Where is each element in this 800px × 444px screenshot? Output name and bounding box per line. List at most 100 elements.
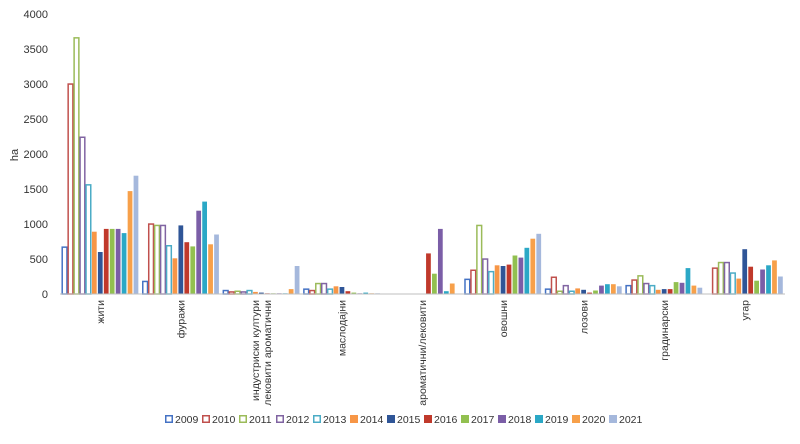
bar-2020-2 [208, 244, 213, 294]
bars [61, 37, 783, 295]
legend-item-2017: 2017 [461, 414, 495, 426]
bar-2019-2 [202, 201, 207, 294]
legend-label: 2020 [582, 414, 606, 426]
legend-swatch [350, 415, 358, 423]
bar-2011-2 [153, 224, 161, 295]
legend-item-2020: 2020 [572, 414, 606, 426]
legend-label: 2009 [175, 414, 199, 426]
bar-2012-9 [723, 261, 730, 295]
bar-2020-1 [127, 191, 133, 294]
bar-2018-8 [679, 282, 685, 294]
legend-label: 2015 [397, 414, 421, 426]
bar-2012-6 [482, 258, 489, 295]
y-tick-label: 2500 [24, 114, 48, 126]
bar-2016-5 [426, 253, 431, 294]
legend-swatch [313, 415, 321, 423]
bar-2019-4 [363, 292, 369, 294]
legend-item-2009: 2009 [165, 414, 199, 426]
bar-2016-8 [667, 289, 673, 294]
legend-item-2021: 2021 [609, 414, 643, 426]
bar-2012-7 [562, 284, 569, 295]
bar-2015-2 [178, 225, 184, 294]
legend-label: 2012 [286, 414, 310, 426]
bar-2016-2 [184, 242, 190, 294]
legend-label: 2018 [508, 414, 532, 426]
bar-2015-8 [661, 289, 667, 294]
legend-swatch [572, 415, 580, 423]
bar-2014-8 [655, 289, 661, 294]
legend-swatch [498, 415, 506, 423]
bar-2009-6 [464, 278, 471, 295]
bar-2019-1 [121, 233, 127, 294]
bar-2010-9 [711, 267, 719, 295]
bar-2009-7 [544, 288, 552, 295]
bar-2017-4 [351, 292, 357, 294]
legend-label: 2016 [434, 414, 458, 426]
x-category-label: ароматични/лековити [417, 300, 429, 406]
legend-item-2018: 2018 [498, 414, 532, 426]
bar-2016-4 [345, 291, 351, 294]
bar-2014-6 [494, 265, 500, 294]
bar-2015-3 [259, 292, 264, 294]
bar-2020-7 [610, 284, 616, 294]
bar-2018-2 [196, 210, 202, 294]
legend-item-2013: 2013 [313, 414, 347, 426]
bar-2011-6 [476, 224, 483, 295]
x-category-label: индустриски културилековити ароматични [250, 300, 274, 406]
bar-2013-4 [326, 288, 334, 295]
bar-2010-4 [309, 289, 316, 295]
bar-2015-4 [339, 287, 345, 294]
bar-2017-5 [432, 273, 437, 294]
bar-2018-1 [115, 228, 121, 294]
legend-swatch [535, 415, 543, 423]
bar-2018-7 [599, 285, 604, 294]
bar-2009-4 [303, 288, 310, 295]
legend-swatch [165, 415, 173, 423]
bar-2009-2 [142, 280, 149, 295]
x-category-label: лозови [578, 300, 590, 334]
bar-2017-7 [593, 290, 598, 294]
bar-2011-1 [73, 37, 80, 295]
bar-2014-2 [172, 258, 178, 294]
legend-item-2010: 2010 [202, 414, 236, 426]
bar-2014-1 [91, 231, 97, 294]
bar-2014-4 [333, 286, 339, 294]
bar-2020-9 [772, 260, 777, 294]
bar-2021-6 [536, 233, 542, 294]
bar-2012-1 [79, 136, 86, 295]
bar-2018-9 [760, 269, 765, 294]
legend-label: 2019 [545, 414, 569, 426]
bar-2021-7 [616, 286, 622, 294]
x-axis-labels: жити фуражи индустриски културилековити ар… [95, 300, 751, 406]
legend-label: 2014 [360, 414, 384, 426]
bar-2019-5 [443, 291, 449, 294]
bar-2015-7 [581, 289, 586, 294]
x-category-label: жити [95, 300, 107, 324]
bar-2014-9 [736, 278, 742, 294]
bar-2019-9 [766, 265, 771, 294]
bar-2013-8 [649, 284, 656, 295]
bar-2014-3 [253, 291, 258, 294]
x-category-label: градинарски [659, 300, 671, 361]
y-tick-label: 3000 [24, 79, 48, 91]
bar-2018-5 [437, 228, 443, 294]
bar-2021-3 [294, 266, 300, 294]
bar-2015-1 [97, 252, 103, 294]
legend-item-2015: 2015 [387, 414, 421, 426]
bar-2010-8 [631, 279, 638, 295]
y-tick-label: 1500 [24, 184, 48, 196]
bar-2018-6 [518, 257, 524, 294]
bar-2019-7 [605, 284, 610, 294]
legend-label: 2013 [323, 414, 347, 426]
legend-item-2019: 2019 [535, 414, 569, 426]
legend-item-2014: 2014 [350, 414, 384, 426]
legend-label: 2010 [212, 414, 236, 426]
bar-2017-2 [190, 246, 196, 294]
legend-swatch [239, 415, 247, 423]
bar-2021-2 [214, 234, 219, 294]
legend-item-2016: 2016 [424, 414, 458, 426]
bar-2013-3 [246, 289, 253, 295]
bar-2012-2 [159, 224, 167, 295]
bar-2021-8 [697, 287, 703, 294]
y-tick-label: 2000 [24, 149, 48, 161]
